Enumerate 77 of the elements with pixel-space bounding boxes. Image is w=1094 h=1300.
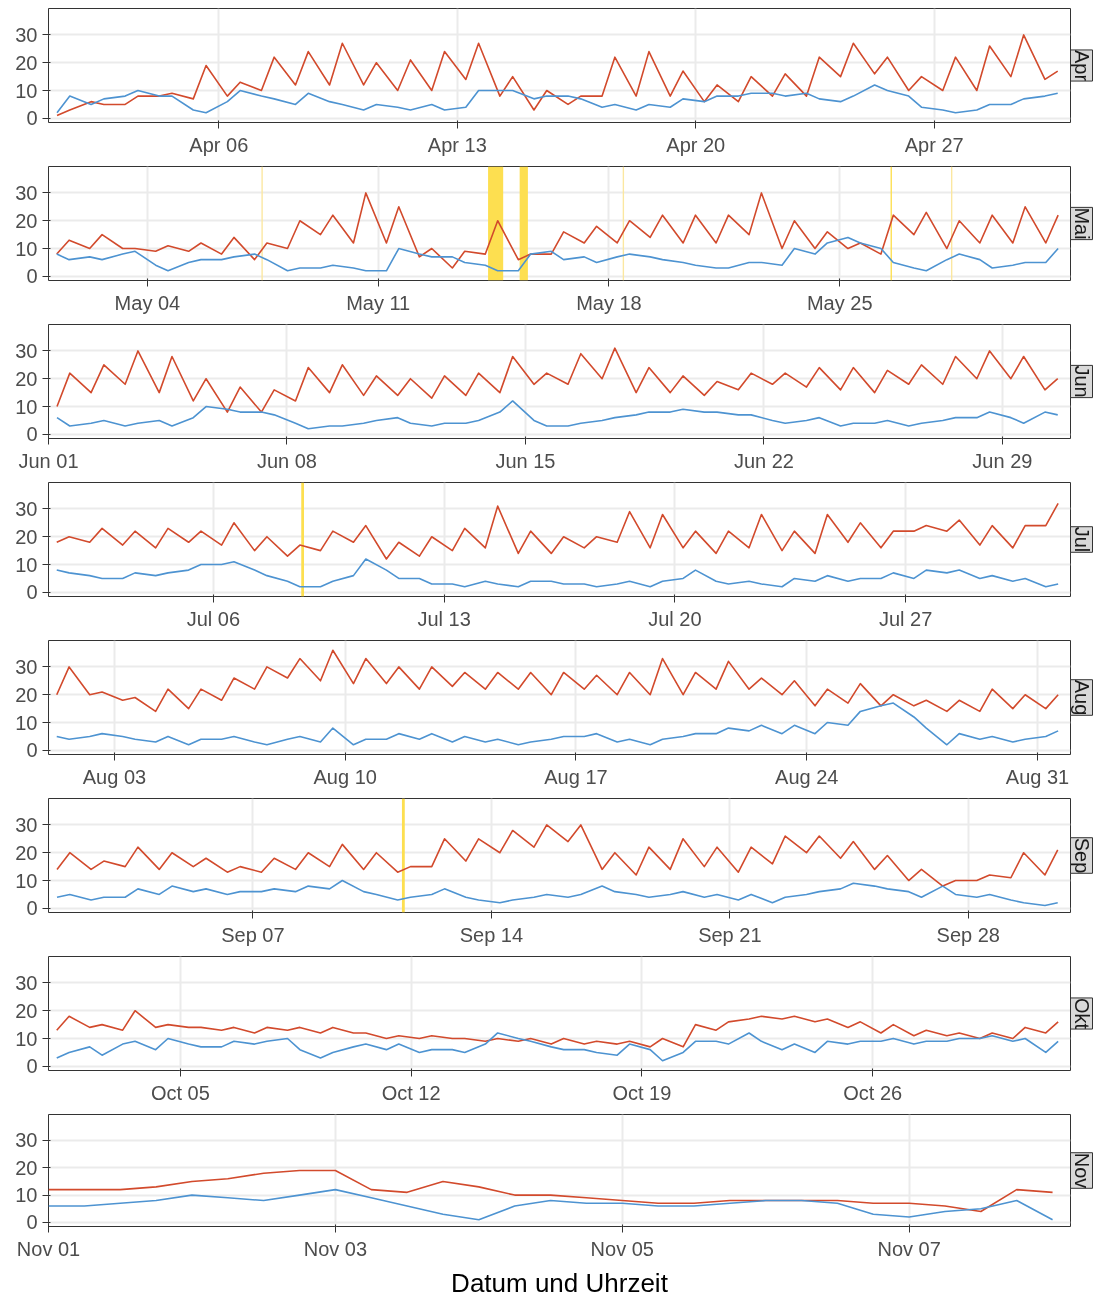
y-tick-label: 0 [26, 1211, 38, 1234]
y-tick-label: 10 [15, 395, 38, 418]
x-tick-label: Nov 07 [877, 1237, 941, 1260]
y-tick-label: 30 [15, 339, 38, 362]
x-tick-label: Sep 21 [698, 923, 762, 946]
x-tick-label: Jul 06 [186, 607, 241, 630]
x-tick-label: Aug 24 [775, 765, 839, 788]
y-tick-label: 20 [15, 525, 38, 548]
x-tick-label: Oct 19 [612, 1081, 672, 1104]
text: Sep [1070, 837, 1093, 874]
text: Aug [1070, 679, 1093, 716]
y-tick-label: 20 [15, 841, 38, 864]
x-axis-title: Datum und Uhrzeit [451, 1267, 669, 1298]
x-tick-label: Oct 05 [150, 1081, 210, 1104]
y-tick-label: 0 [26, 107, 38, 130]
y-tick-label: 20 [15, 999, 38, 1022]
y-tick-label: 10 [15, 553, 38, 576]
text: Apr [1070, 49, 1093, 82]
y-tick-label: 30 [15, 23, 38, 46]
y-tick-label: 10 [15, 237, 38, 260]
y-tick-label: 20 [15, 367, 38, 390]
y-tick-label: 10 [15, 869, 38, 892]
x-tick-label: Jun 22 [733, 449, 794, 472]
line-series [48, 1188, 1054, 1221]
y-tick-label: 10 [15, 1184, 38, 1207]
text: Jun [1070, 365, 1093, 398]
y-tick-label: 0 [26, 897, 38, 920]
x-tick-label: Sep 07 [221, 923, 285, 946]
x-tick-label: Apr 06 [189, 133, 249, 156]
y-tick-label: 30 [15, 655, 38, 678]
x-tick-label: Jun 29 [972, 449, 1033, 472]
x-tick-label: Aug 03 [82, 765, 147, 788]
y-tick-label: 10 [15, 711, 38, 734]
y-tick-label: 0 [26, 739, 38, 762]
text: Jul [1070, 526, 1093, 553]
x-tick-label: Apr 20 [666, 133, 726, 156]
x-tick-label: Aug 31 [1005, 765, 1070, 788]
y-tick-label: 0 [26, 423, 38, 446]
x-tick-label: Nov 03 [303, 1237, 368, 1260]
y-tick-label: 30 [15, 1129, 38, 1152]
x-tick-label: Aug 17 [544, 765, 608, 788]
y-tick-label: 30 [15, 181, 38, 204]
x-tick-label: May 18 [576, 291, 642, 314]
x-tick-label: Oct 12 [381, 1081, 441, 1104]
x-tick-label: Jun 08 [256, 449, 317, 472]
y-tick-label: 0 [26, 1055, 38, 1078]
x-tick-label: May 25 [806, 291, 873, 314]
x-tick-label: Apr 13 [427, 133, 487, 156]
x-tick-label: Sep 28 [936, 923, 1000, 946]
line-series [48, 1169, 1054, 1213]
x-tick-label: Sep 14 [459, 923, 524, 946]
x-tick-label: Jul 20 [648, 607, 702, 630]
y-tick-label: 20 [15, 683, 38, 706]
y-tick-label: 0 [26, 265, 38, 288]
y-tick-label: 10 [15, 1027, 38, 1050]
x-tick-label: Jun 15 [495, 449, 556, 472]
y-tick-label: 20 [15, 51, 38, 74]
x-tick-label: Jun 01 [18, 449, 79, 472]
y-tick-label: 20 [15, 1156, 38, 1179]
y-tick-label: 0 [26, 581, 38, 604]
x-tick-label: Jul 13 [417, 607, 471, 630]
y-tick-label: 30 [15, 497, 38, 520]
x-tick-label: Apr 27 [904, 133, 964, 156]
x-tick-label: Oct 26 [843, 1081, 903, 1104]
text: Okt [1070, 997, 1093, 1030]
y-tick-label: 30 [15, 971, 38, 994]
x-tick-label: May 04 [114, 291, 181, 314]
y-tick-label: 30 [15, 813, 38, 836]
y-tick-label: 20 [15, 209, 38, 232]
x-tick-label: May 11 [346, 291, 411, 314]
y-tick-label: 10 [15, 79, 38, 102]
x-tick-label: Jul 27 [878, 607, 933, 630]
x-tick-label: Aug 10 [313, 765, 377, 788]
x-tick-label: Nov 01 [16, 1237, 81, 1260]
text: Mai [1070, 207, 1093, 240]
text: Nov [1070, 1152, 1093, 1189]
x-tick-label: Nov 05 [590, 1237, 654, 1260]
